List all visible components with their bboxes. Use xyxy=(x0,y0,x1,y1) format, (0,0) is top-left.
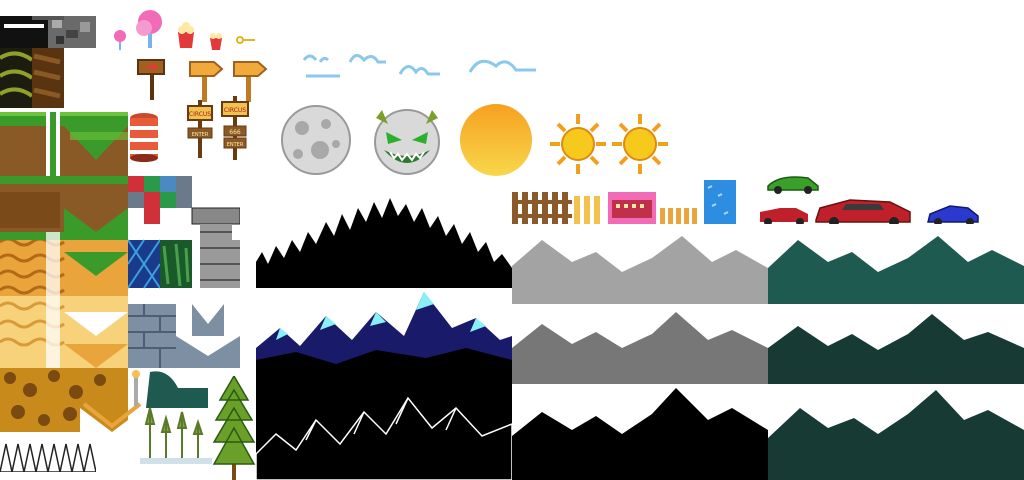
arrow-sign-icon xyxy=(137,59,165,100)
circus-sign-text: CIRCUS xyxy=(224,107,246,114)
vine-tiles xyxy=(0,48,64,108)
moon-icon xyxy=(280,104,352,176)
forest-backdrop xyxy=(256,192,512,288)
cloud-icon xyxy=(468,59,536,73)
cloud-icon xyxy=(302,54,330,63)
snowy-blue-mountains xyxy=(256,288,512,384)
arrow-sign-icon xyxy=(233,61,268,102)
sun-icon xyxy=(456,104,536,176)
teal-mountains-far xyxy=(768,232,1024,304)
dark-teal-mountains xyxy=(768,384,1024,480)
enter-sign-text: ENTER xyxy=(192,132,209,138)
black-white-mountains xyxy=(256,384,512,480)
sun-icon xyxy=(548,112,608,176)
cloud-icon xyxy=(348,54,386,64)
barrel-icon xyxy=(128,112,160,164)
rocky-gold-tiles xyxy=(0,368,144,432)
cloud-icon xyxy=(398,65,440,76)
car-icon xyxy=(767,176,819,194)
circus-items xyxy=(112,8,262,52)
number-sign-text: 666 xyxy=(229,129,241,136)
tree-icon xyxy=(140,404,212,466)
gray-mountains-near xyxy=(512,304,768,384)
brick-tiles xyxy=(128,176,240,368)
circus-sign-text: CIRCUS xyxy=(189,111,211,118)
teal-mountains-near xyxy=(768,304,1024,384)
car-icon xyxy=(815,199,911,224)
circus-sign-icon: CIRCUS 666 ENTER xyxy=(220,96,250,160)
car-icon xyxy=(927,205,979,224)
top-strip-tiles xyxy=(0,16,96,48)
arrow-sign-icon xyxy=(189,61,224,102)
car-row xyxy=(760,168,984,224)
monster-moon-icon xyxy=(366,104,448,176)
popcorn-icon xyxy=(210,33,222,50)
ground-tiles xyxy=(0,112,128,368)
cotton-candy-icon xyxy=(136,10,162,48)
cloud-row xyxy=(300,48,540,84)
sun-icon xyxy=(610,112,670,176)
spike-tiles xyxy=(0,440,96,472)
popcorn-icon xyxy=(178,22,194,48)
black-mountains xyxy=(512,384,768,480)
circus-sign-icon: CIRCUS ENTER xyxy=(186,100,214,158)
lamp-and-hill xyxy=(128,368,208,408)
arrow-signs xyxy=(136,56,272,104)
fence-row xyxy=(512,176,744,224)
key-icon xyxy=(236,36,255,44)
cotton-candy-icon xyxy=(114,30,126,50)
enter-sign-text: ENTER xyxy=(227,142,244,148)
car-icon xyxy=(760,208,808,224)
gray-mountains-far xyxy=(512,232,768,304)
tree-icon xyxy=(212,376,256,480)
